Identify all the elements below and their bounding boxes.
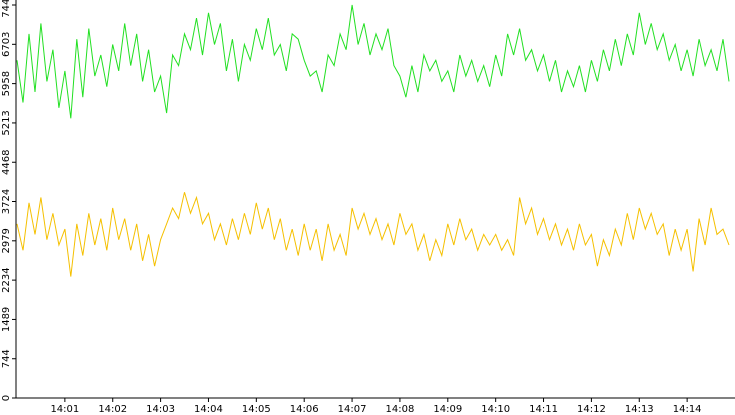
x-tick-label: 14:03 — [146, 404, 175, 415]
x-tick-label: 14:11 — [529, 404, 558, 415]
x-tick-label: 14:06 — [290, 404, 319, 415]
x-tick-label: 14:08 — [386, 404, 415, 415]
x-tick-label: 14:02 — [98, 404, 127, 415]
x-tick-label: 14:09 — [433, 404, 462, 415]
y-tick-label: 0 — [1, 395, 12, 401]
x-tick-label: 14:07 — [338, 404, 367, 415]
x-tick-label: 14:13 — [625, 404, 654, 415]
x-tick-label: 14:04 — [194, 404, 223, 415]
x-tick-label: 14:10 — [481, 404, 510, 415]
y-tick-label: 7448 — [1, 0, 12, 18]
y-tick-label: 5213 — [1, 110, 12, 135]
x-tick-label: 14:05 — [242, 404, 271, 415]
series-line — [16, 192, 730, 277]
y-tick-label: 2234 — [1, 267, 12, 292]
y-tick-label: 3724 — [1, 189, 12, 214]
y-tick-label: 6703 — [1, 32, 12, 57]
x-tick-label: 14:14 — [673, 404, 702, 415]
series-line — [16, 4, 730, 119]
y-tick-label: 2979 — [1, 228, 12, 253]
y-tick-label: 1489 — [1, 307, 12, 332]
y-tick-label: 5958 — [1, 71, 12, 96]
x-tick-label: 14:12 — [577, 404, 606, 415]
x-tick-label: 14:01 — [50, 404, 79, 415]
y-tick-label: 744 — [1, 349, 12, 368]
y-tick-label: 4468 — [1, 150, 12, 175]
